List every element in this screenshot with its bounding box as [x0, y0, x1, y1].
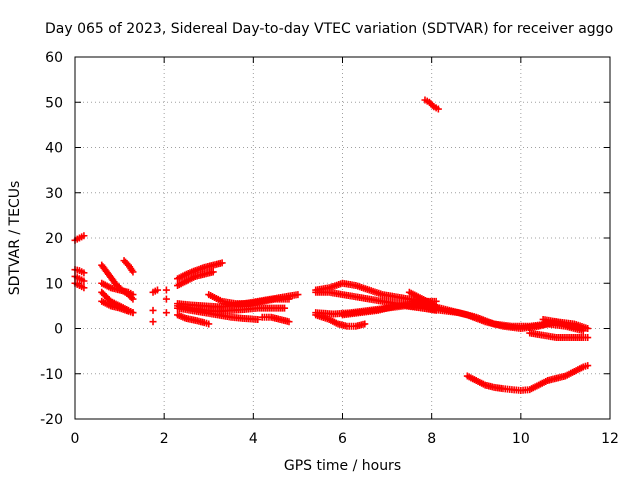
- series-arc-9: [120, 257, 137, 276]
- plot-frame: [74, 56, 611, 420]
- data-point: [432, 302, 440, 310]
- series-arc-11: [149, 306, 157, 314]
- x-tick-label: 12: [601, 431, 619, 447]
- data-point: [80, 284, 88, 292]
- y-tick-label: 50: [45, 95, 63, 111]
- data-point: [218, 259, 226, 267]
- data-point: [80, 269, 88, 277]
- data-point: [162, 295, 170, 303]
- series-arc-13: [162, 286, 170, 294]
- series-arc-17: [174, 268, 217, 290]
- series-arc-28: [339, 300, 592, 332]
- series-arc-23: [258, 313, 293, 326]
- data-point: [129, 291, 137, 299]
- series-arc-2: [71, 266, 88, 277]
- data-point: [149, 318, 157, 326]
- series-arc-14: [162, 295, 170, 303]
- x-tick-label: 10: [512, 431, 530, 447]
- series-arc-32: [421, 96, 442, 113]
- y-tick-label: -10: [40, 367, 63, 383]
- y-tick-label: 40: [45, 141, 63, 157]
- data-point: [294, 291, 302, 299]
- y-tick-label: 30: [45, 186, 63, 202]
- series-arc-31: [539, 315, 587, 332]
- data-point: [584, 334, 592, 342]
- series-arc-6: [98, 279, 137, 299]
- data-point: [153, 286, 161, 294]
- y-tick-label: 10: [45, 276, 63, 292]
- data-point: [285, 318, 293, 326]
- data-point: [254, 315, 262, 323]
- x-tick-label: 4: [249, 431, 258, 447]
- data-point: [428, 101, 436, 109]
- y-tick-label: -20: [40, 412, 63, 428]
- data-point: [281, 304, 289, 312]
- data-point: [80, 232, 88, 240]
- data-point: [579, 325, 587, 332]
- data-point: [129, 309, 137, 317]
- chart-title: Day 065 of 2023, Sidereal Day-to-day VTE…: [45, 21, 613, 37]
- data-point: [129, 268, 137, 276]
- series-arc-10: [149, 286, 161, 296]
- series-arc-1: [71, 232, 88, 244]
- series-arc-30: [526, 329, 592, 342]
- series-arc-12: [149, 318, 157, 326]
- series-arc-22: [205, 291, 293, 308]
- series-arc-29: [405, 288, 440, 310]
- x-tick-label: 0: [71, 431, 80, 447]
- data-point: [205, 320, 213, 328]
- series-arc-20: [174, 304, 262, 323]
- series-arc-8: [98, 297, 137, 317]
- data-point: [285, 295, 293, 303]
- x-tick-label: 6: [338, 431, 347, 447]
- series-arc-4: [71, 279, 88, 292]
- series-arc-16: [174, 259, 226, 283]
- y-tick-label: 20: [45, 231, 63, 247]
- series-arc-33: [463, 362, 592, 394]
- data-point: [162, 309, 170, 317]
- x-tick-label: 2: [160, 431, 169, 447]
- x-axis-label: GPS time / hours: [284, 458, 401, 474]
- y-tick-label: 60: [45, 50, 63, 66]
- data-point: [149, 306, 157, 314]
- data-point: [434, 105, 442, 113]
- series-arc-21: [174, 311, 213, 328]
- grid-lines: [75, 57, 610, 419]
- series-arc-15: [162, 309, 170, 317]
- y-axis-label: SDTVAR / TECUs: [7, 181, 23, 296]
- data-point: [361, 320, 369, 328]
- y-tick-label: 0: [54, 322, 63, 338]
- data-points: [71, 96, 592, 394]
- data-point: [80, 277, 88, 285]
- data-point: [209, 268, 217, 276]
- data-point: [162, 286, 170, 294]
- data-point: [584, 362, 592, 370]
- x-tick-label: 8: [427, 431, 436, 447]
